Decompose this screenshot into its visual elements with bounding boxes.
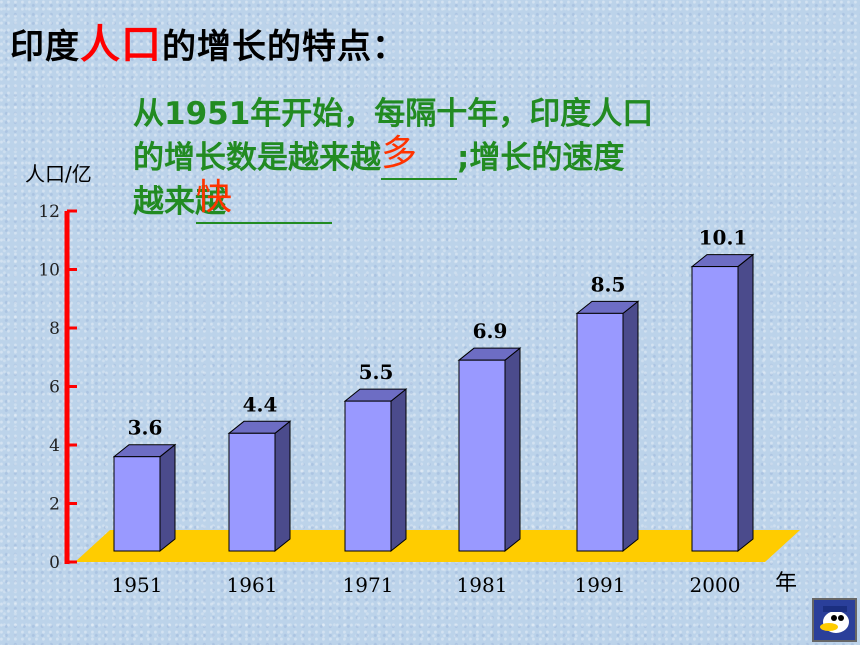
answer-blank-2: 快 — [196, 177, 332, 224]
slide-nav-button[interactable] — [812, 598, 857, 642]
y-tick-label: 12 — [38, 202, 60, 222]
answer-1: 多 — [381, 133, 418, 174]
bar-value-label: 4.4 — [243, 392, 278, 416]
statement-line-3-text: 越来越 — [133, 184, 226, 220]
bar — [576, 312, 624, 552]
x-axis-label: 年 — [775, 571, 797, 596]
bar-side — [390, 388, 407, 553]
heading-highlight: 人口 — [80, 22, 162, 68]
bar — [344, 400, 392, 552]
heading-prefix: 印度 — [10, 27, 80, 67]
statement-line-2-text: 的增长数是越来越 — [133, 140, 381, 176]
y-tick-label: 8 — [49, 319, 60, 339]
bars: 3.6 4.4 5.5 6.9 8.5 10.1 — [112, 226, 755, 553]
y-axis: 0 2 4 6 8 10 12 — [38, 202, 77, 573]
x-axis-categories: 1951 1961 1971 1981 1991 2000 — [112, 573, 741, 597]
answer-blank-1: 多 — [381, 133, 457, 180]
x-category-label: 1951 — [112, 573, 163, 597]
y-tick-label: 10 — [38, 261, 60, 281]
bar-value-label: 8.5 — [591, 272, 626, 296]
x-category-label: 1971 — [343, 573, 394, 597]
x-category-label: 1981 — [457, 573, 508, 597]
bar-value-label: 10.1 — [699, 226, 748, 250]
bar-side — [159, 443, 176, 553]
bar-side — [274, 420, 291, 553]
bar — [691, 266, 739, 552]
x-category-label: 1961 — [227, 573, 278, 597]
chart-floor — [75, 530, 800, 562]
bar-value-label: 6.9 — [473, 319, 508, 343]
page-heading: 印度人口的增长的特点： — [10, 12, 407, 70]
y-tick-label: 2 — [49, 495, 60, 515]
y-axis-label: 人口/亿 — [25, 162, 92, 186]
answer-2: 快 — [196, 177, 233, 218]
statement-line-2: 的增长数是越来越多 ;增长的速度 — [133, 133, 773, 180]
bar-side — [737, 253, 754, 553]
statement-line-1: 从1951年开始，每隔十年，印度人口 — [133, 96, 654, 132]
bar-side — [622, 300, 639, 553]
question-statement: 从1951年开始，每隔十年，印度人口 的增长数是越来越多 ;增长的速度 越来越快 — [133, 92, 773, 224]
heading-suffix: 的增长的特点： — [162, 27, 407, 67]
bar-value-label: 3.6 — [128, 416, 163, 440]
statement-line-2-after: ;增长的速度 — [457, 140, 625, 176]
bar-value-label: 5.5 — [359, 360, 394, 384]
cartoon-duck-icon — [814, 600, 855, 640]
y-tick-label: 4 — [49, 436, 60, 456]
statement-line-3: 越来越快 — [133, 177, 773, 224]
y-tick-label: 6 — [49, 378, 60, 398]
x-category-label: 2000 — [690, 573, 741, 597]
bar-side — [504, 347, 521, 553]
y-tick-label: 0 — [49, 553, 60, 573]
bar — [458, 359, 506, 552]
bar — [228, 432, 276, 552]
x-category-label: 1991 — [575, 573, 626, 597]
bar — [113, 456, 161, 552]
